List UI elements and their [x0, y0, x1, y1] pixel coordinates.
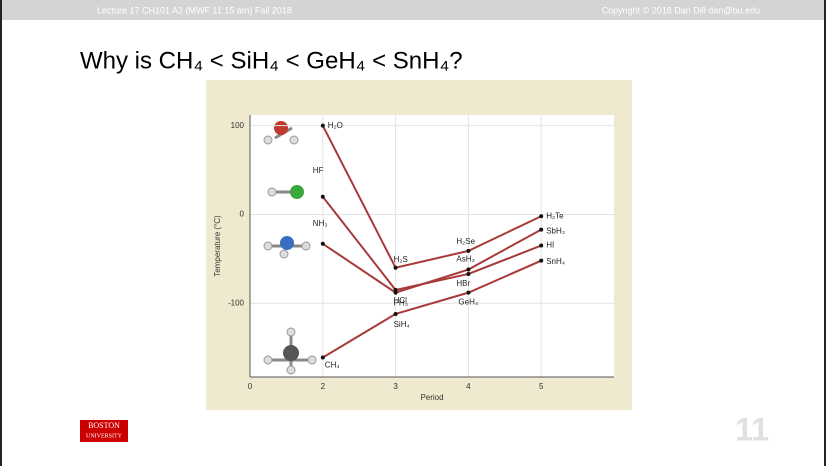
data-label: SnH₄ [546, 257, 565, 266]
data-label: AsH₃ [456, 255, 474, 264]
slide: Lecture 17 CH101 A2 (MWF 11:15 am) Fall … [0, 0, 826, 466]
header-left: Lecture 17 CH101 A2 (MWF 11:15 am) Fall … [97, 5, 292, 15]
data-label: PH₃ [394, 299, 408, 308]
data-label: SbH₃ [546, 227, 565, 236]
data-point [466, 249, 470, 253]
data-point [466, 272, 470, 276]
y-tick-label: -100 [228, 298, 245, 307]
data-label: GeH₄ [458, 298, 478, 307]
data-label: HF [313, 166, 324, 175]
data-point [466, 268, 470, 272]
data-label: H₂Te [546, 211, 564, 220]
x-tick-label: 3 [393, 382, 398, 391]
data-point [466, 291, 470, 295]
data-point [539, 228, 543, 232]
data-point [539, 244, 543, 248]
header-right: Copyright © 2018 Dan Dill dan@bu.edu [602, 5, 760, 15]
data-label: NH₃ [313, 219, 328, 228]
data-point [394, 312, 398, 316]
y-tick-label: 0 [240, 210, 245, 219]
data-label: CH₄ [325, 361, 340, 370]
x-tick-label: 2 [321, 382, 326, 391]
data-point [321, 355, 325, 359]
data-label: H₂Se [456, 237, 475, 246]
data-label: HI [546, 241, 554, 250]
data-point [539, 259, 543, 263]
data-label: H₂O [328, 121, 343, 130]
x-tick-label: 0 [248, 382, 253, 391]
x-tick-label: 5 [539, 382, 544, 391]
data-point [539, 214, 543, 218]
x-tick-label: 4 [466, 382, 471, 391]
data-point [394, 291, 398, 295]
page-number: 11 [735, 411, 769, 447]
data-label: SiH₄ [394, 320, 410, 329]
data-point [394, 266, 398, 270]
data-point [321, 195, 325, 199]
data-label: H₂S [394, 255, 408, 264]
y-axis-label: Temperature (°C) [213, 215, 222, 277]
data-point [321, 242, 325, 246]
x-axis-label: Period [420, 393, 443, 402]
logo-line1: BOSTON [88, 421, 120, 430]
data-label: HBr [456, 279, 470, 288]
slide-title: Why is CH₄ < SiH₄ < GeH₄ < SnH₄? [80, 47, 463, 74]
y-tick-label: 100 [231, 121, 245, 130]
data-point [321, 124, 325, 128]
logo-line2: UNIVERSITY [86, 433, 123, 439]
